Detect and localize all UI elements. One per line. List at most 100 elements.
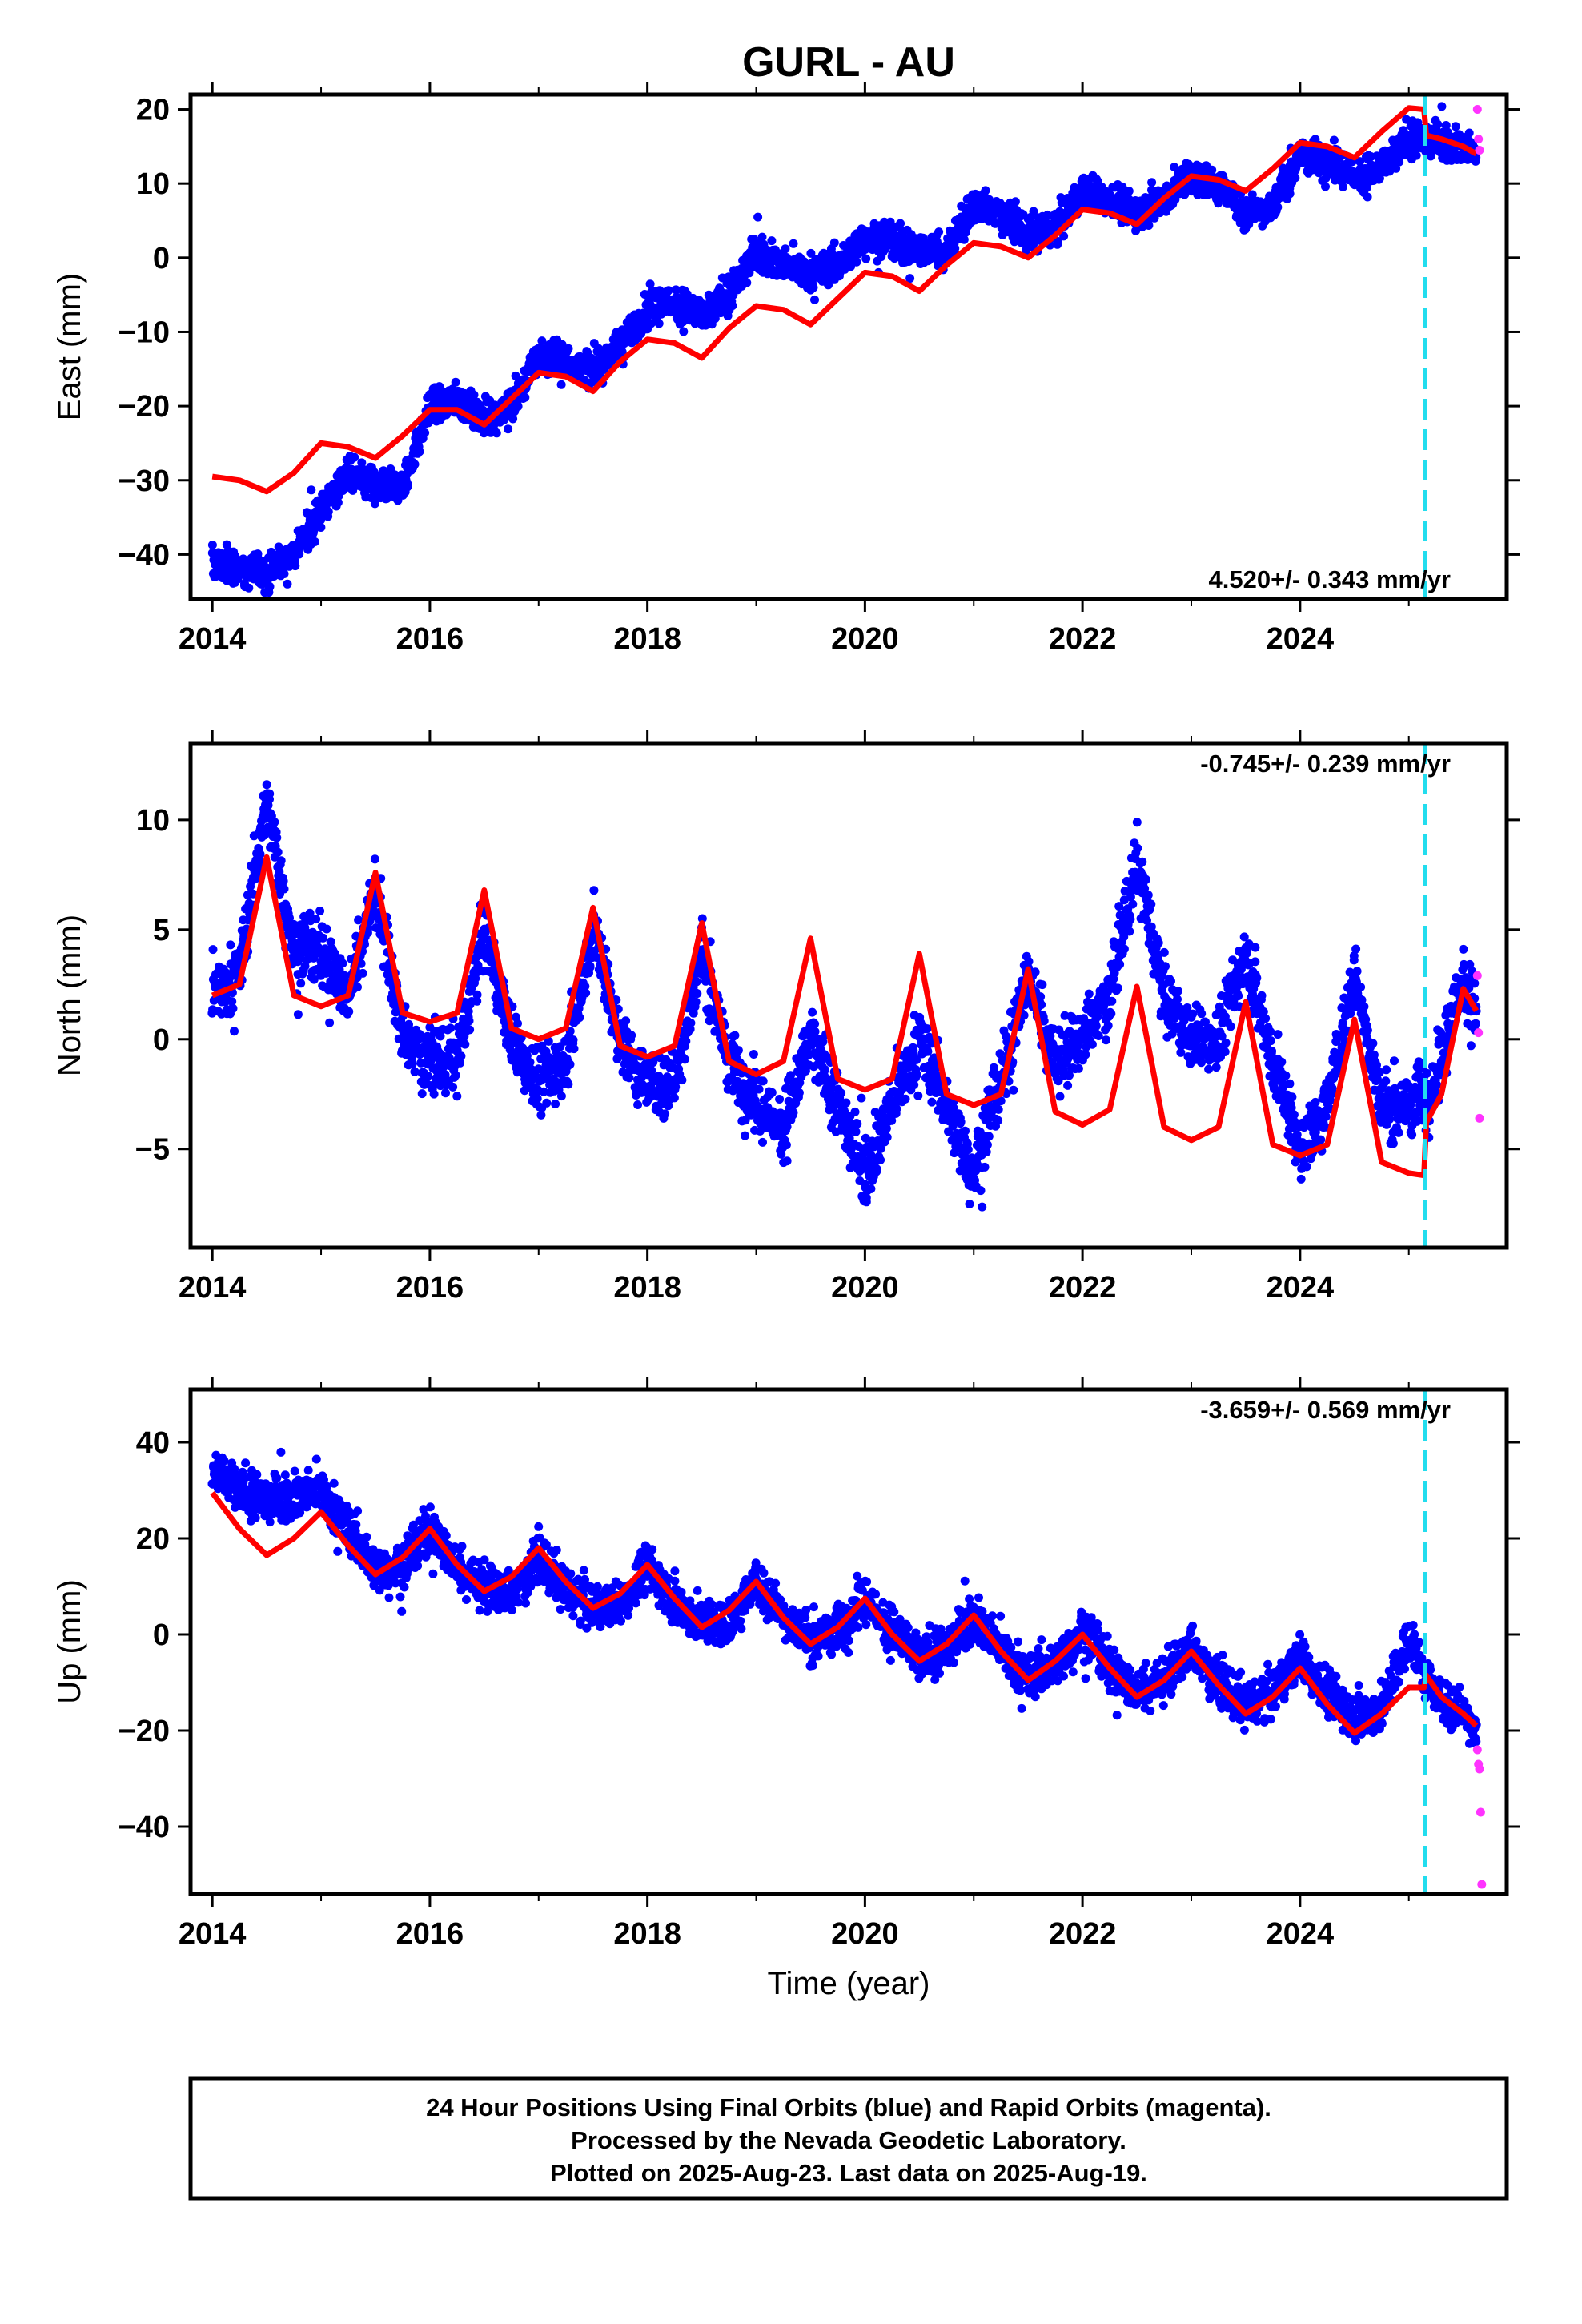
north-final-point [782, 1122, 792, 1132]
north-final-point [754, 1084, 764, 1094]
north-final-point [311, 915, 321, 924]
east-final-point [1144, 221, 1154, 230]
east-x-tick-label: 2020 [831, 622, 899, 656]
east-final-point [806, 248, 816, 258]
north-final-point [733, 1046, 743, 1055]
east-final-point [645, 279, 655, 289]
north-final-point [448, 1082, 458, 1092]
east-final-point [1437, 102, 1447, 111]
east-x-tick-label: 2018 [613, 622, 681, 656]
east-x-tick-label: 2022 [1049, 622, 1117, 656]
east-final-point [1441, 121, 1451, 130]
north-final-point [255, 858, 264, 867]
north-final-point [775, 1095, 785, 1104]
east-final-point [244, 583, 254, 593]
east-rapid-point [1472, 105, 1482, 114]
north-final-point [296, 979, 306, 988]
east-final-point [990, 219, 1000, 228]
north-final-point [452, 1092, 462, 1101]
north-final-point [633, 1100, 643, 1109]
north-final-point [472, 996, 482, 1006]
east-final-point [420, 428, 430, 437]
east-rapid-orbit-points [1472, 105, 1484, 155]
north-y-tick-label: 10 [136, 804, 170, 838]
north-final-point [293, 1010, 303, 1019]
east-final-point [556, 380, 566, 389]
north-final-point [857, 1093, 866, 1103]
east-final-point [896, 219, 905, 228]
north-final-point [276, 856, 286, 866]
east-final-point [1355, 157, 1365, 167]
north-final-point [624, 1073, 634, 1083]
east-final-point [753, 212, 763, 222]
east-final-point [265, 582, 275, 591]
east-final-point [316, 523, 326, 532]
east-y-tick-label: 20 [136, 94, 170, 127]
east-final-point [861, 254, 871, 263]
north-final-point [853, 1119, 862, 1128]
north-x-tick-label: 2024 [1267, 1271, 1335, 1305]
east-final-point [1147, 178, 1157, 187]
east-final-point [283, 579, 292, 589]
north-final-point [621, 1016, 631, 1026]
east-final-point [1124, 187, 1134, 196]
north-final-point [781, 1140, 791, 1150]
north-final-point [279, 876, 288, 886]
east-final-point [934, 227, 944, 237]
north-final-point [410, 1067, 420, 1076]
north-final-point [580, 982, 590, 991]
east-final-point [333, 497, 343, 507]
east-final-point [679, 327, 689, 336]
north-final-point [446, 1023, 456, 1033]
east-final-point [742, 278, 752, 287]
north-final-point [767, 1088, 777, 1097]
north-final-point [692, 977, 701, 987]
east-final-point [403, 480, 412, 489]
north-final-point [255, 850, 265, 859]
east-final-point [537, 336, 547, 346]
east-x-tick-label: 2016 [396, 622, 464, 656]
north-final-point [456, 1051, 466, 1061]
east-model-line [211, 105, 1478, 495]
north-final-point [338, 959, 347, 968]
north-final-point [325, 1018, 335, 1027]
north-y-tick-label: 5 [153, 914, 170, 947]
north-final-point [305, 908, 315, 918]
north-final-point [821, 1065, 829, 1075]
north-final-point [354, 915, 363, 925]
north-final-point [265, 789, 275, 798]
east-final-point [1053, 236, 1062, 246]
north-final-point [669, 1093, 679, 1103]
east-final-point [295, 549, 304, 559]
north-final-point [551, 1100, 560, 1108]
north-final-point [820, 1050, 829, 1059]
east-final-point [1059, 231, 1069, 241]
north-final-point [824, 1092, 833, 1102]
north-final-point [581, 988, 591, 998]
east-final-point [1433, 119, 1443, 129]
east-final-point [307, 485, 316, 495]
east-final-point [253, 549, 263, 559]
east-final-point [513, 402, 523, 411]
east-y-axis-label: East (mm) [52, 273, 87, 420]
north-final-point [686, 1019, 696, 1027]
north-final-point [691, 997, 701, 1007]
north-final-point [837, 1088, 846, 1098]
east-y-tick-label: −30 [118, 464, 170, 498]
north-final-point [451, 1071, 460, 1080]
east-final-point [379, 466, 388, 476]
north-final-point [417, 1089, 427, 1099]
north-final-point [356, 959, 366, 968]
north-final-point [315, 907, 325, 915]
north-final-point [810, 1027, 820, 1036]
north-final-point [353, 983, 362, 992]
north-final-point [808, 1007, 817, 1017]
north-x-tick-label: 2022 [1049, 1271, 1117, 1305]
north-final-point [585, 963, 595, 972]
north-final-point [208, 945, 218, 955]
north-final-point [272, 833, 282, 842]
east-final-point [1029, 207, 1038, 216]
east-final-point [1391, 163, 1401, 173]
north-final-point [789, 1108, 798, 1117]
